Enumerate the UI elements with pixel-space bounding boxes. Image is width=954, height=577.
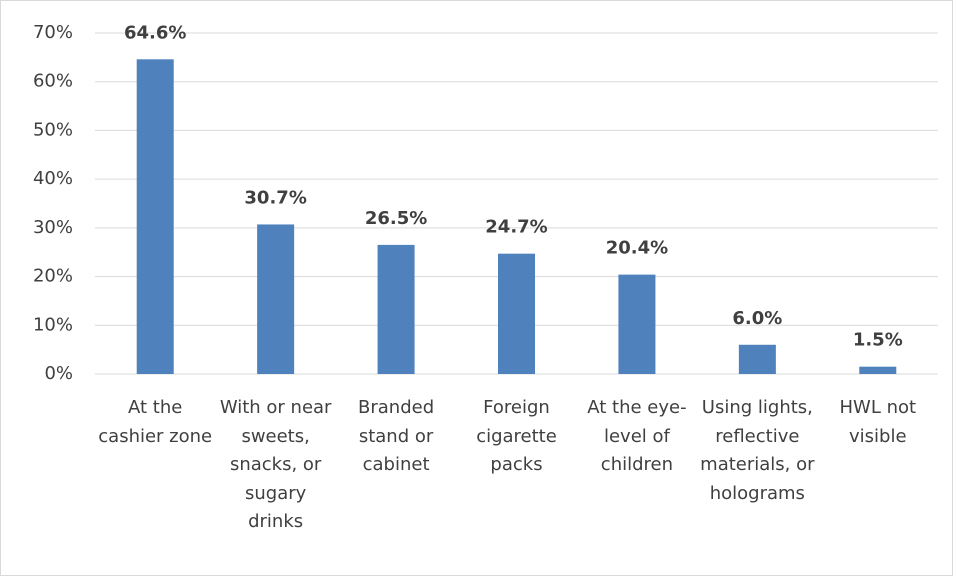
value-label: 26.5% <box>365 208 427 229</box>
x-tick-label: Branded stand or cabinet <box>358 397 435 475</box>
value-label: 30.7% <box>244 187 306 208</box>
bar <box>136 59 174 374</box>
value-label: 1.5% <box>853 330 903 351</box>
value-label: 64.6% <box>124 22 186 43</box>
bar <box>498 253 535 374</box>
x-tick-label: At the eye-level of children <box>587 397 687 475</box>
bar <box>257 224 295 374</box>
y-tick-label: 60% <box>33 71 73 92</box>
bar <box>859 366 897 374</box>
y-tick-label: 30% <box>33 217 73 238</box>
y-tick-label: 40% <box>33 168 73 189</box>
bar <box>618 274 656 374</box>
x-tick-label: With or near sweets, snacks, or sugary d… <box>219 397 332 532</box>
bar <box>377 244 415 374</box>
x-tick-label: At the cashier zone <box>98 397 213 447</box>
value-label: 24.7% <box>485 217 547 238</box>
y-tick-label: 20% <box>33 266 73 287</box>
y-tick-label: 50% <box>33 119 73 140</box>
y-tick-label: 10% <box>33 314 73 335</box>
y-tick-label: 70% <box>33 22 73 43</box>
x-tick-label: Foreign cigarette packs <box>476 397 557 475</box>
bar <box>738 344 776 374</box>
y-tick-label: 0% <box>44 363 73 384</box>
value-label: 20.4% <box>606 238 668 259</box>
x-tick-label: HWL not visible <box>839 397 917 447</box>
x-tick-label: Using lights, reflective materials, or h… <box>700 397 815 504</box>
value-label: 6.0% <box>732 308 782 329</box>
